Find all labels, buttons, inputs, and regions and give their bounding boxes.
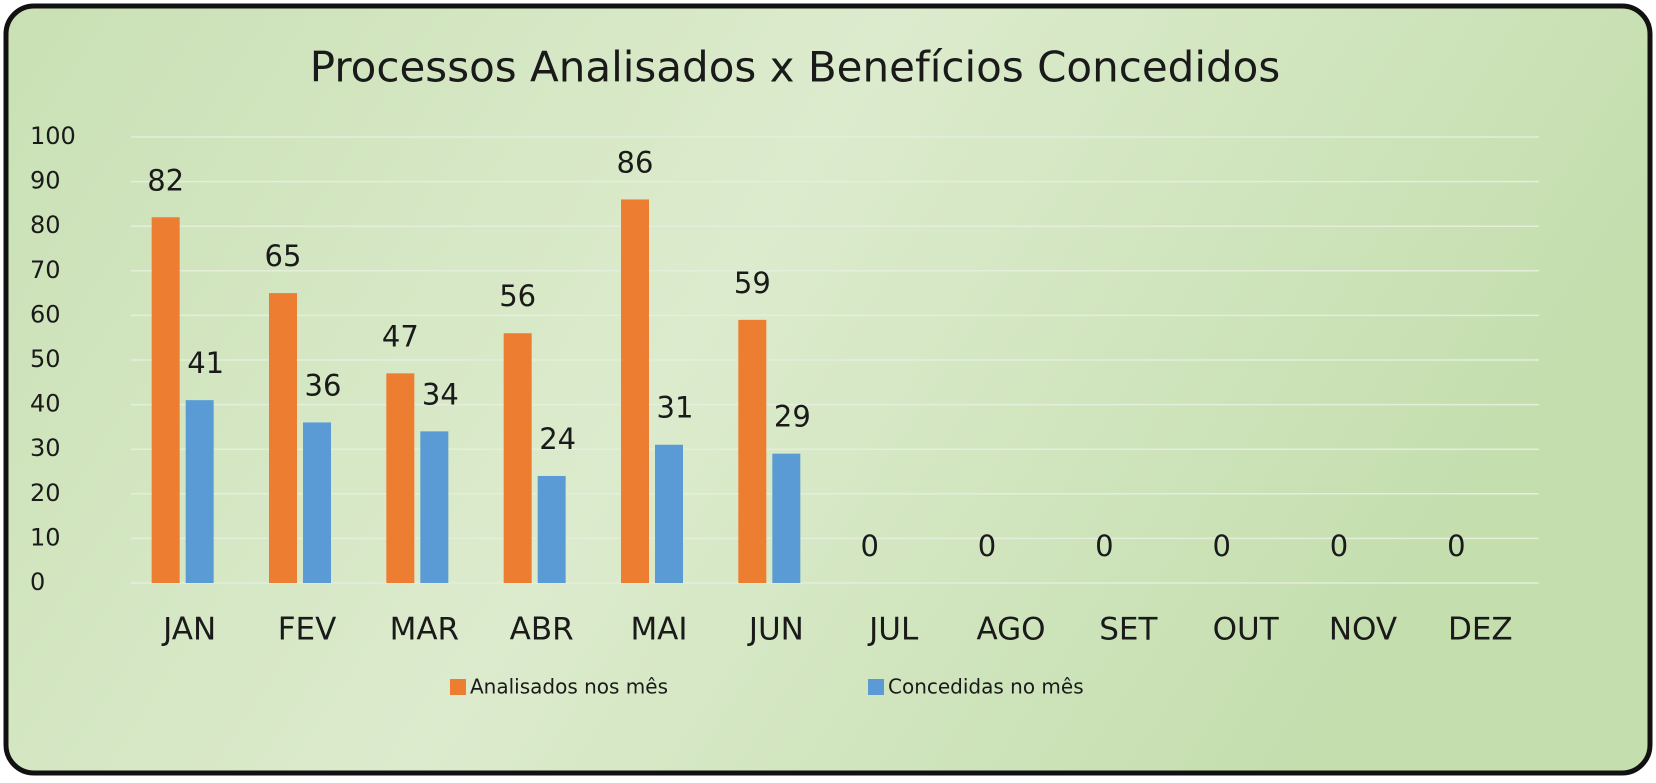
x-tick-label: SET <box>1099 612 1158 648</box>
value-label: 31 <box>657 391 694 425</box>
value-label: 0 <box>1212 529 1230 563</box>
y-tick-label: 90 <box>30 167 61 195</box>
y-tick-label: 20 <box>30 479 61 507</box>
value-label: 82 <box>147 163 184 197</box>
x-tick-label: DEZ <box>1448 612 1513 648</box>
x-tick-label: JUN <box>747 612 804 648</box>
value-label: 65 <box>265 239 302 273</box>
value-label: 36 <box>305 368 342 402</box>
x-tick-label: ABR <box>510 612 574 648</box>
legend-swatch <box>868 679 884 695</box>
y-tick-label: 60 <box>30 300 61 328</box>
value-label: 59 <box>734 266 771 300</box>
bar <box>386 373 415 583</box>
value-label: 34 <box>422 377 459 411</box>
y-tick-label: 10 <box>30 523 61 551</box>
y-tick-label: 30 <box>30 434 61 462</box>
x-tick-label: MAI <box>630 612 687 648</box>
value-label: 56 <box>499 279 536 313</box>
bar <box>537 475 566 583</box>
x-tick-label: MAR <box>390 612 460 648</box>
y-tick-label: 80 <box>30 211 61 239</box>
bar <box>655 444 683 583</box>
x-tick-label: AGO <box>976 612 1045 648</box>
x-tick-label: NOV <box>1329 612 1397 648</box>
x-tick-label: JAN <box>161 612 216 648</box>
y-tick-label: 0 <box>30 568 45 596</box>
chart-frame <box>3 3 1653 776</box>
x-tick-label: OUT <box>1213 612 1280 648</box>
bar <box>303 422 331 583</box>
x-tick-label: JUL <box>867 612 919 648</box>
bar <box>420 431 449 583</box>
bar <box>151 217 180 583</box>
value-label: 0 <box>1095 529 1113 563</box>
y-tick-label: 70 <box>30 256 61 284</box>
legend-swatch <box>450 679 466 695</box>
bar <box>269 293 297 583</box>
value-label: 47 <box>382 319 419 353</box>
bar <box>503 333 532 583</box>
value-label: 0 <box>1447 529 1465 563</box>
legend-label: Concedidas no mês <box>888 675 1084 699</box>
y-tick-label: 40 <box>30 390 61 418</box>
value-label: 86 <box>617 145 654 179</box>
bar <box>738 319 767 583</box>
chart-title: Processos Analisados x Benefícios Conced… <box>310 43 1281 92</box>
value-label: 0 <box>978 529 996 563</box>
x-tick-label: FEV <box>278 612 337 648</box>
bar <box>772 453 801 583</box>
value-label: 0 <box>1330 529 1348 563</box>
value-label: 29 <box>774 400 811 434</box>
legend-label: Analisados nos mês <box>470 675 668 699</box>
bar <box>621 199 649 583</box>
y-tick-label: 50 <box>30 345 61 373</box>
value-label: 24 <box>539 422 576 456</box>
value-label: 41 <box>187 346 224 380</box>
y-tick-label: 100 <box>30 122 76 150</box>
bar <box>185 400 214 583</box>
value-label: 0 <box>860 529 878 563</box>
